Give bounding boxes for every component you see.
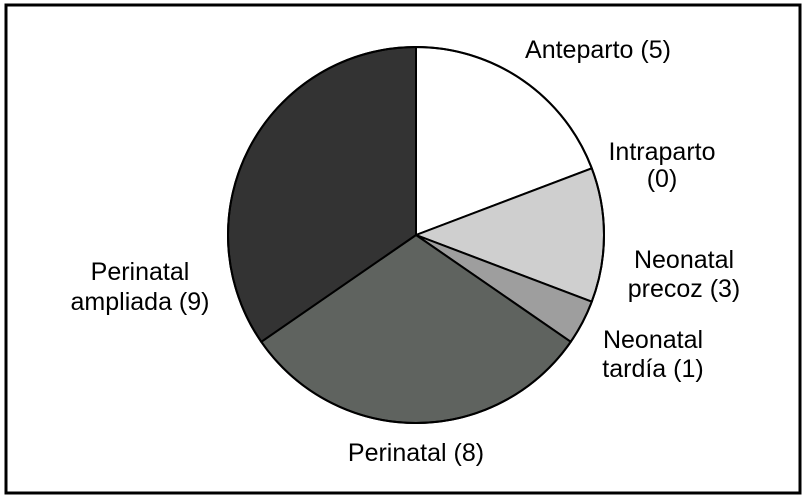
slice-label-intraparto-line-2: (0) [647,165,678,193]
slice-label-perinatal-ampliada: Perinatal ampliada (9) [71,258,210,316]
slice-label-neonatal-precoz-line-2: precoz (3) [628,275,741,303]
slice-label-neonatal-precoz: Neonatal precoz (3) [628,246,741,303]
slice-label-perinatal: Perinatal (8) [348,439,484,467]
slice-label-intraparto: Intraparto (0) [608,138,715,193]
slice-label-neonatal-tardia-line-2: tardía (1) [602,355,703,383]
slice-label-intraparto-line-1: Intraparto [608,138,715,166]
pie-outline [227,46,605,424]
slice-label-anteparto: Anteparto (5) [525,36,671,64]
slice-label-perinatal-line-1: Perinatal (8) [348,439,484,467]
slice-label-perinatal-ampliada-line-2: ampliada (9) [71,288,210,316]
slice-label-neonatal-precoz-line-1: Neonatal [634,246,734,274]
pie-slices [226,46,605,425]
slice-label-neonatal-tardia: Neonatal tardía (1) [602,326,703,383]
slice-label-neonatal-tardia-line-1: Neonatal [603,326,703,354]
slice-label-perinatal-ampliada-line-1: Perinatal [91,258,190,286]
slice-label-anteparto-line-1: Anteparto (5) [525,36,671,64]
